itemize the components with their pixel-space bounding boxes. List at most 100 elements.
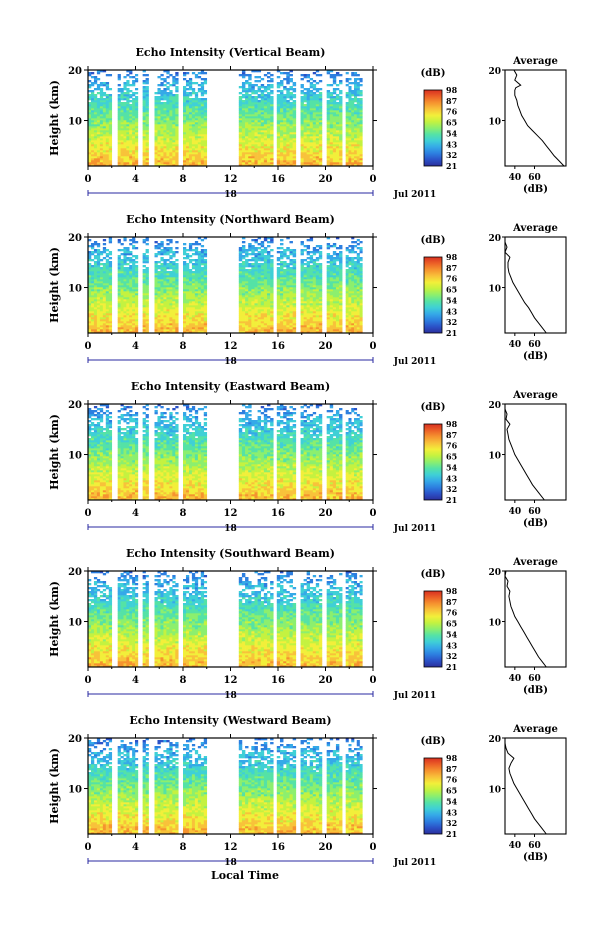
heatmap-cell <box>292 146 297 149</box>
heatmap-cell <box>102 283 107 286</box>
heatmap-cell <box>188 100 193 103</box>
heatmap-cell <box>306 142 311 145</box>
heatmap-cell <box>238 100 243 103</box>
heatmap-cell <box>283 327 287 330</box>
heatmap-cell <box>276 311 281 314</box>
heatmap-cell <box>105 331 110 334</box>
heatmap-cell <box>129 273 133 276</box>
heatmap-cell <box>120 279 124 282</box>
heatmap-cell <box>260 152 265 155</box>
heatmap-cell <box>123 271 127 274</box>
heatmap-cell <box>283 277 287 280</box>
heatmap-cell <box>123 124 127 127</box>
heatmap-cell <box>257 299 262 302</box>
heatmap-cell <box>90 102 95 105</box>
heatmap-cell <box>99 158 104 161</box>
heatmap-cell <box>309 134 314 137</box>
heatmap-cell <box>354 158 358 161</box>
heatmap-cell <box>257 156 262 159</box>
heatmap-cell <box>348 102 352 105</box>
heatmap-cell <box>238 265 243 268</box>
heatmap-cell <box>96 140 101 143</box>
heatmap-cell <box>194 269 199 272</box>
heatmap-cell <box>157 114 161 117</box>
heatmap-cell <box>356 78 360 81</box>
heatmap-cell <box>283 287 287 290</box>
heatmap-cell <box>292 325 297 328</box>
heatmap-cell <box>142 96 146 99</box>
heatmap-cell <box>166 138 170 141</box>
heatmap-cell <box>312 154 317 157</box>
heatmap-cell <box>266 253 271 256</box>
heatmap-cell <box>197 110 202 113</box>
heatmap-cell <box>183 319 187 322</box>
heatmap-cell <box>145 140 149 143</box>
heatmap-cell <box>105 265 110 268</box>
x-tick-label: 0 <box>85 174 92 185</box>
heatmap-cell <box>120 291 124 294</box>
heatmap-cell <box>102 102 107 105</box>
heatmap-cell <box>154 158 158 161</box>
heatmap-cell <box>126 126 130 129</box>
heatmap-cell <box>102 331 107 334</box>
heatmap-cell <box>163 152 167 155</box>
heatmap-cell <box>276 323 281 326</box>
heatmap-cell <box>266 72 271 75</box>
heatmap-cell <box>160 281 164 284</box>
heatmap-cell <box>117 88 121 91</box>
heatmap-cell <box>154 150 158 153</box>
heatmap-cell <box>283 319 287 322</box>
heatmap-cell <box>185 110 190 113</box>
heatmap-cell <box>238 116 243 119</box>
heatmap-cell <box>263 249 268 252</box>
heatmap-cell <box>126 134 130 137</box>
heatmap-cell <box>241 325 246 328</box>
heatmap-cell <box>163 156 167 159</box>
heatmap-cell <box>279 243 284 246</box>
heatmap-cell <box>266 313 271 316</box>
heatmap-cell <box>245 106 249 109</box>
heatmap-cell <box>93 261 98 264</box>
heatmap-cell <box>154 307 158 310</box>
heatmap-cell <box>276 112 281 115</box>
heatmap-cell <box>260 128 265 131</box>
heatmap-cell <box>129 142 133 145</box>
heatmap-cell <box>185 279 190 282</box>
heatmap-cell <box>315 150 320 153</box>
heatmap-cell <box>292 281 297 284</box>
heatmap-cell <box>326 118 331 121</box>
heatmap-cell <box>129 126 133 129</box>
heatmap-cell <box>117 146 121 149</box>
heatmap-cell <box>172 148 176 151</box>
heatmap-cell <box>188 112 193 115</box>
heatmap-cell <box>241 277 246 280</box>
heatmap-cell <box>241 305 246 308</box>
heatmap-cell <box>335 84 340 87</box>
heatmap-cell <box>200 150 205 153</box>
heatmap-cell <box>283 96 287 99</box>
heatmap-cell <box>279 321 284 324</box>
heatmap-cell <box>123 269 127 272</box>
heatmap-cell <box>90 275 95 278</box>
heatmap-cell <box>200 277 205 280</box>
heatmap-cell <box>163 295 167 298</box>
heatmap-cell <box>197 319 202 322</box>
heatmap-cell <box>292 122 297 125</box>
heatmap-cell <box>339 112 343 115</box>
heatmap-cell <box>183 329 187 332</box>
heatmap-cell <box>279 301 284 304</box>
heatmap-cell <box>266 263 271 266</box>
heatmap-cell <box>166 249 170 252</box>
heatmap-cell <box>183 160 187 163</box>
heatmap-cell <box>335 126 340 129</box>
heatmap-cell <box>335 106 340 109</box>
heatmap-cell <box>315 112 320 115</box>
profile-title: Average <box>512 56 558 67</box>
heatmap-cell <box>120 92 124 95</box>
heatmap-cell <box>134 154 139 157</box>
heatmap-cell <box>157 106 161 109</box>
heatmap-cell <box>315 132 320 135</box>
heatmap-cell <box>348 162 352 165</box>
heatmap-cell <box>356 86 360 89</box>
heatmap-cell <box>154 241 158 244</box>
